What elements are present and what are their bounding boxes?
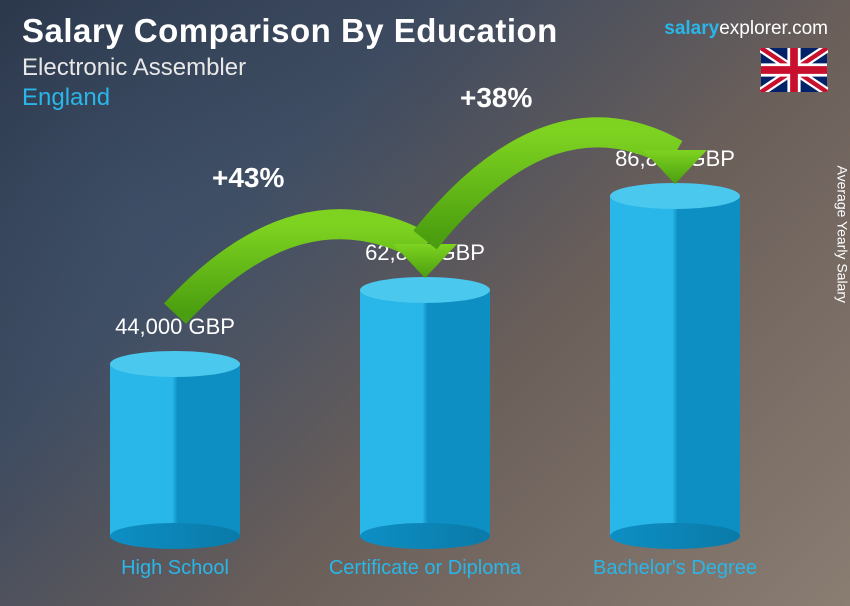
growth-arrow-icon	[0, 0, 850, 606]
infographic-container: Salary Comparison By Education Electroni…	[0, 0, 850, 606]
percent-increase: +38%	[460, 82, 532, 114]
